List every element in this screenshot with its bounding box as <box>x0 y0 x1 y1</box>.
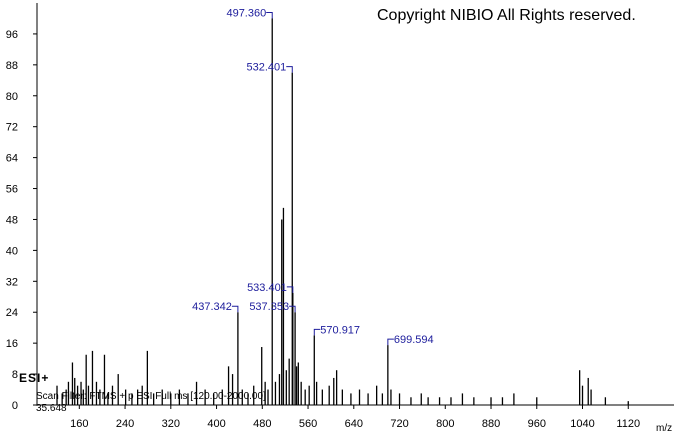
x-tick-label: 640 <box>345 418 363 430</box>
y-tick-label: 24 <box>6 307 18 319</box>
peak-label: 437.342 <box>192 301 232 313</box>
x-tick-label: 1120 <box>616 418 640 430</box>
label-bracket <box>231 305 239 313</box>
peak-label: 532.401 <box>246 62 286 74</box>
x-tick-label: 560 <box>299 418 317 430</box>
peak-label: 533.401 <box>247 282 287 294</box>
ionization: ESI+ <box>19 371 49 385</box>
y-tick-label: 16 <box>6 338 18 350</box>
x-tick-label: 960 <box>528 418 546 430</box>
x-tick-label: 160 <box>70 418 88 430</box>
x-tick-label: 320 <box>162 418 180 430</box>
x-tick-label: 880 <box>482 418 500 430</box>
label-bracket <box>286 66 293 73</box>
y-tick-label: 72 <box>6 122 18 134</box>
y-tick-label: 8 <box>12 369 18 381</box>
y-tick-label: 88 <box>6 60 18 72</box>
y-tick-label: 0 <box>12 400 18 412</box>
retention-time: 35.648 <box>36 403 67 414</box>
y-tick-label: 64 <box>6 153 18 165</box>
label-bracket <box>266 11 273 19</box>
peak-label: 537.353 <box>249 301 289 313</box>
peak-label: 497.360 <box>226 7 266 19</box>
label-bracket <box>286 286 294 293</box>
label-bracket <box>387 338 394 346</box>
peak-label: 699.594 <box>394 334 434 346</box>
y-tick-label: 56 <box>6 184 18 196</box>
label-bracket <box>289 305 296 313</box>
x-tick-label: 800 <box>436 418 454 430</box>
x-tick-label: 480 <box>253 418 271 430</box>
y-tick-label: 40 <box>6 245 18 257</box>
y-tick-label: 32 <box>6 276 18 288</box>
x-tick-label: 240 <box>116 418 134 430</box>
x-tick-label: 400 <box>207 418 225 430</box>
scan-filter: Scan Filter: FTMS + p ESI Full ms [120.0… <box>36 391 266 402</box>
x-tick-label: 720 <box>390 418 408 430</box>
label-bracket <box>313 328 321 336</box>
x-axis-label: m/z <box>656 423 672 434</box>
x-tick-label: 1040 <box>570 418 594 430</box>
peak-label: 570.917 <box>320 324 360 336</box>
copyright: Copyright NIBIO All Rights reserved. <box>377 7 636 24</box>
y-tick-label: 48 <box>6 214 18 226</box>
y-tick-label: 96 <box>6 29 18 41</box>
y-tick-label: 80 <box>6 91 18 103</box>
